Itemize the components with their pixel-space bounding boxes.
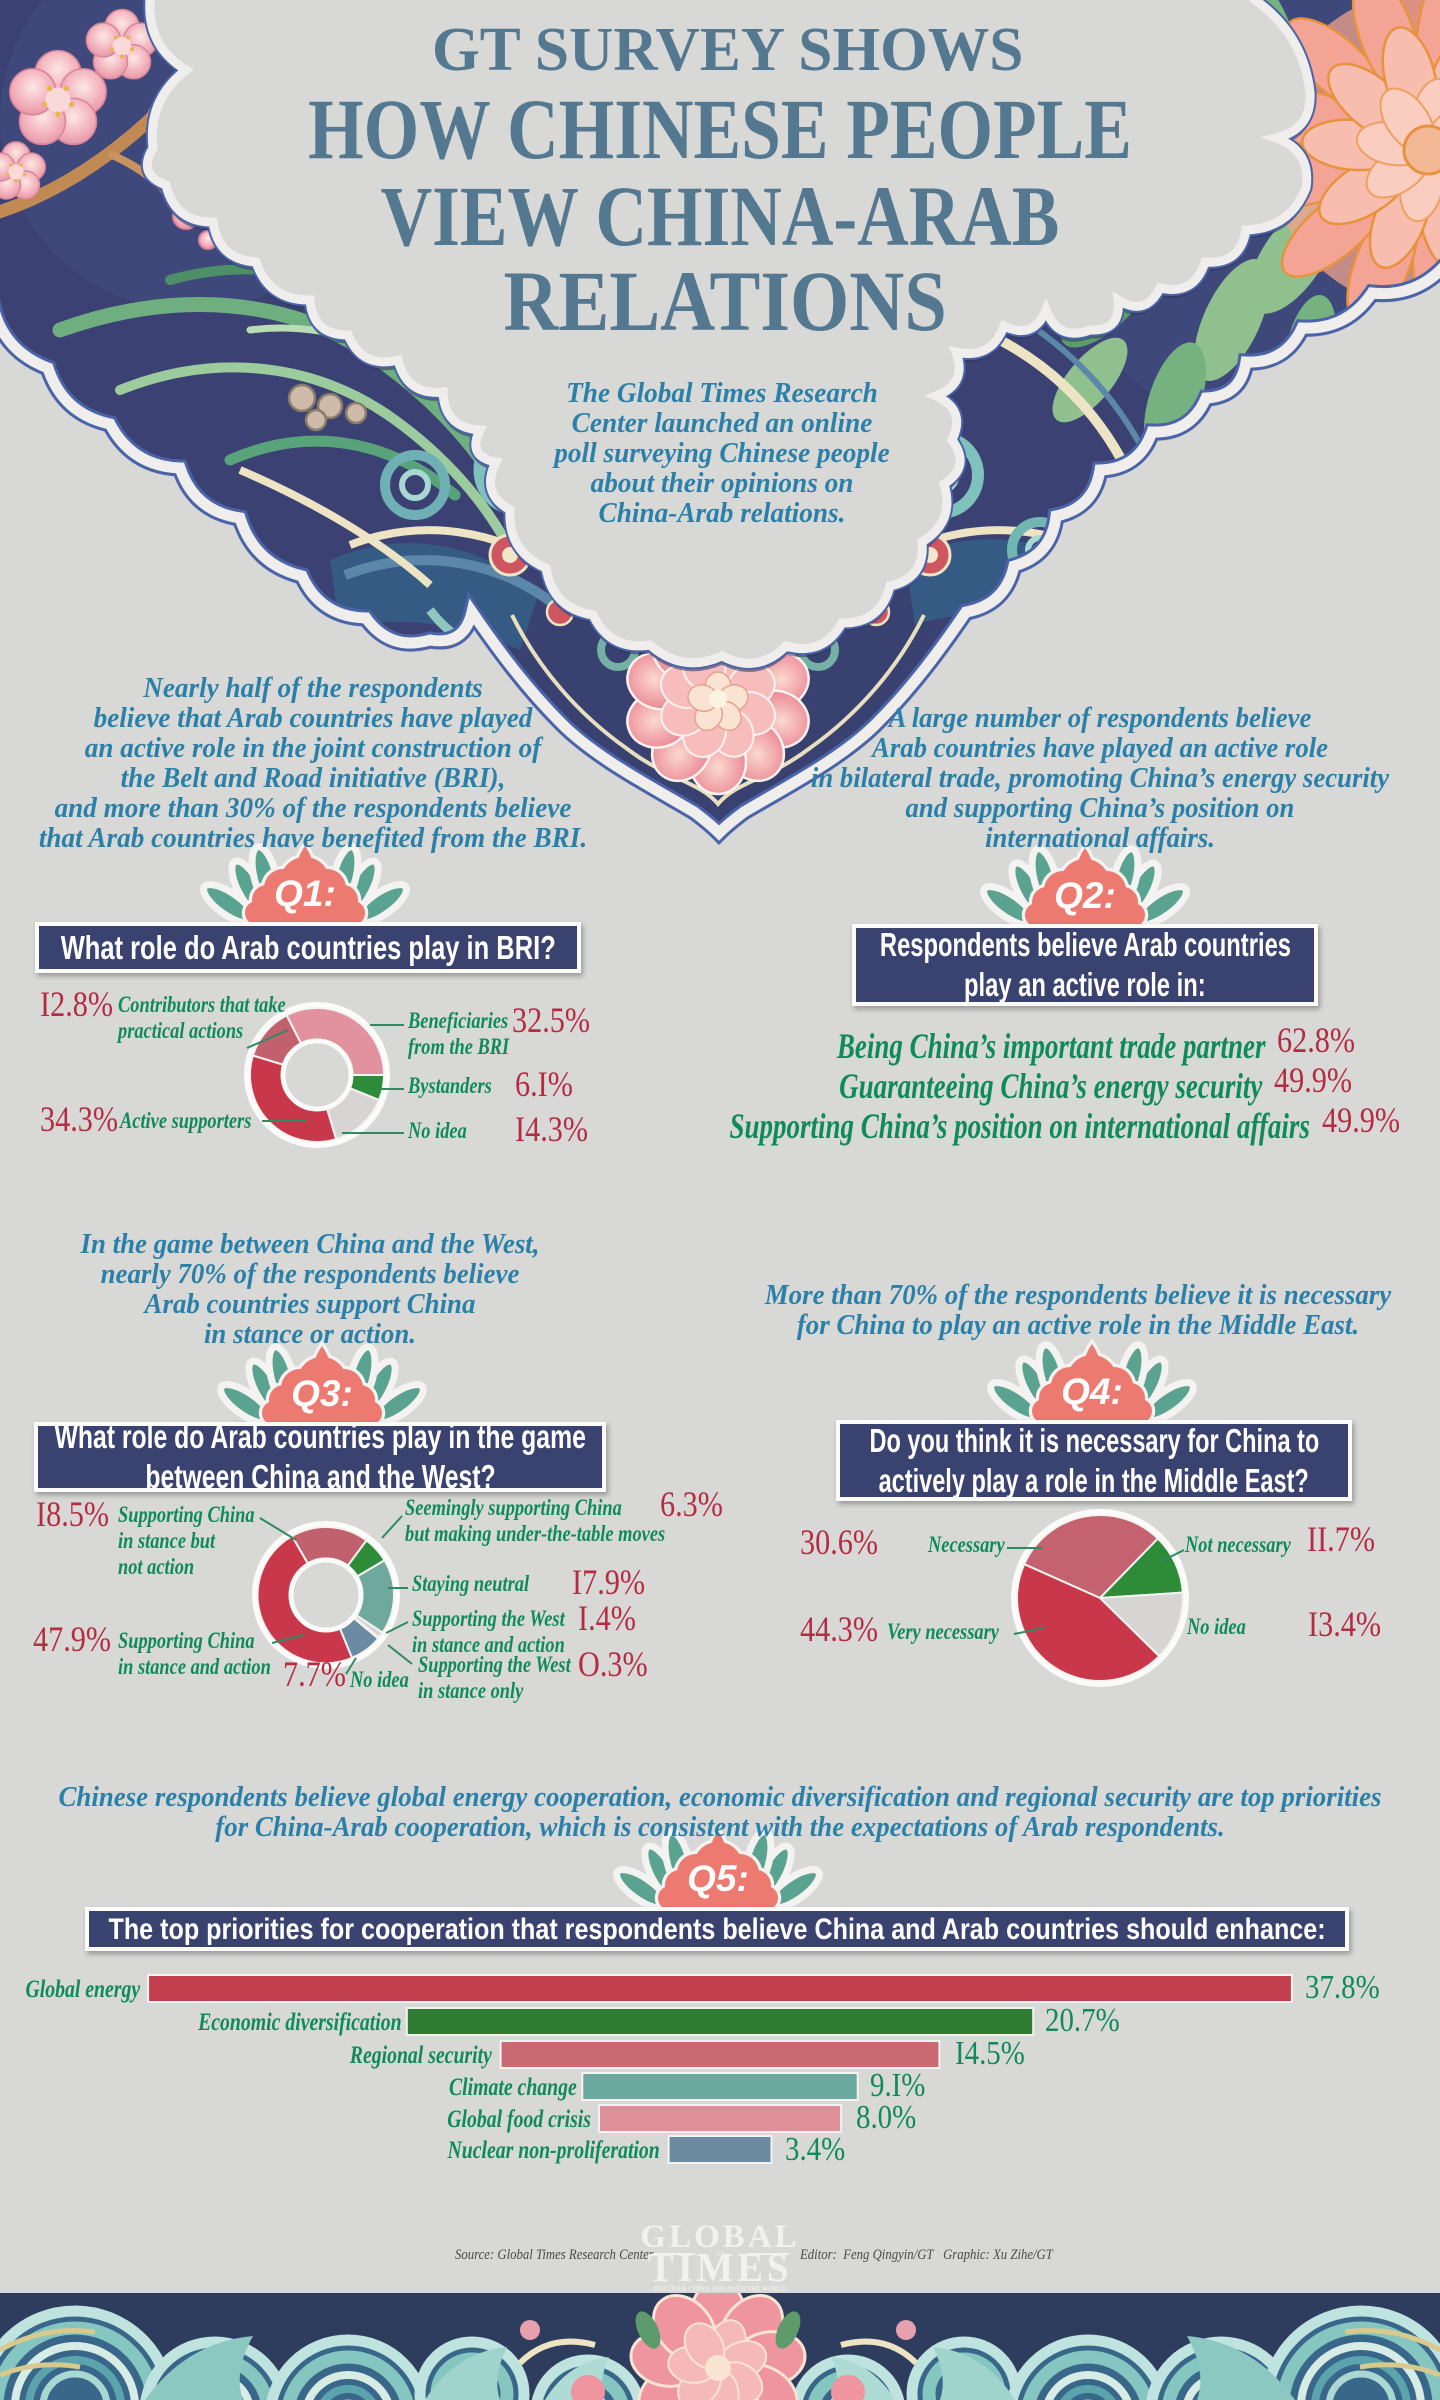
svg-text:Q3:: Q3: (291, 1373, 353, 1414)
svg-text:Q1:: Q1: (274, 873, 336, 914)
svg-text:Q4:: Q4: (1061, 1371, 1123, 1412)
svg-text:Q2:: Q2: (1054, 875, 1116, 916)
svg-text:Q5:: Q5: (687, 1858, 749, 1899)
